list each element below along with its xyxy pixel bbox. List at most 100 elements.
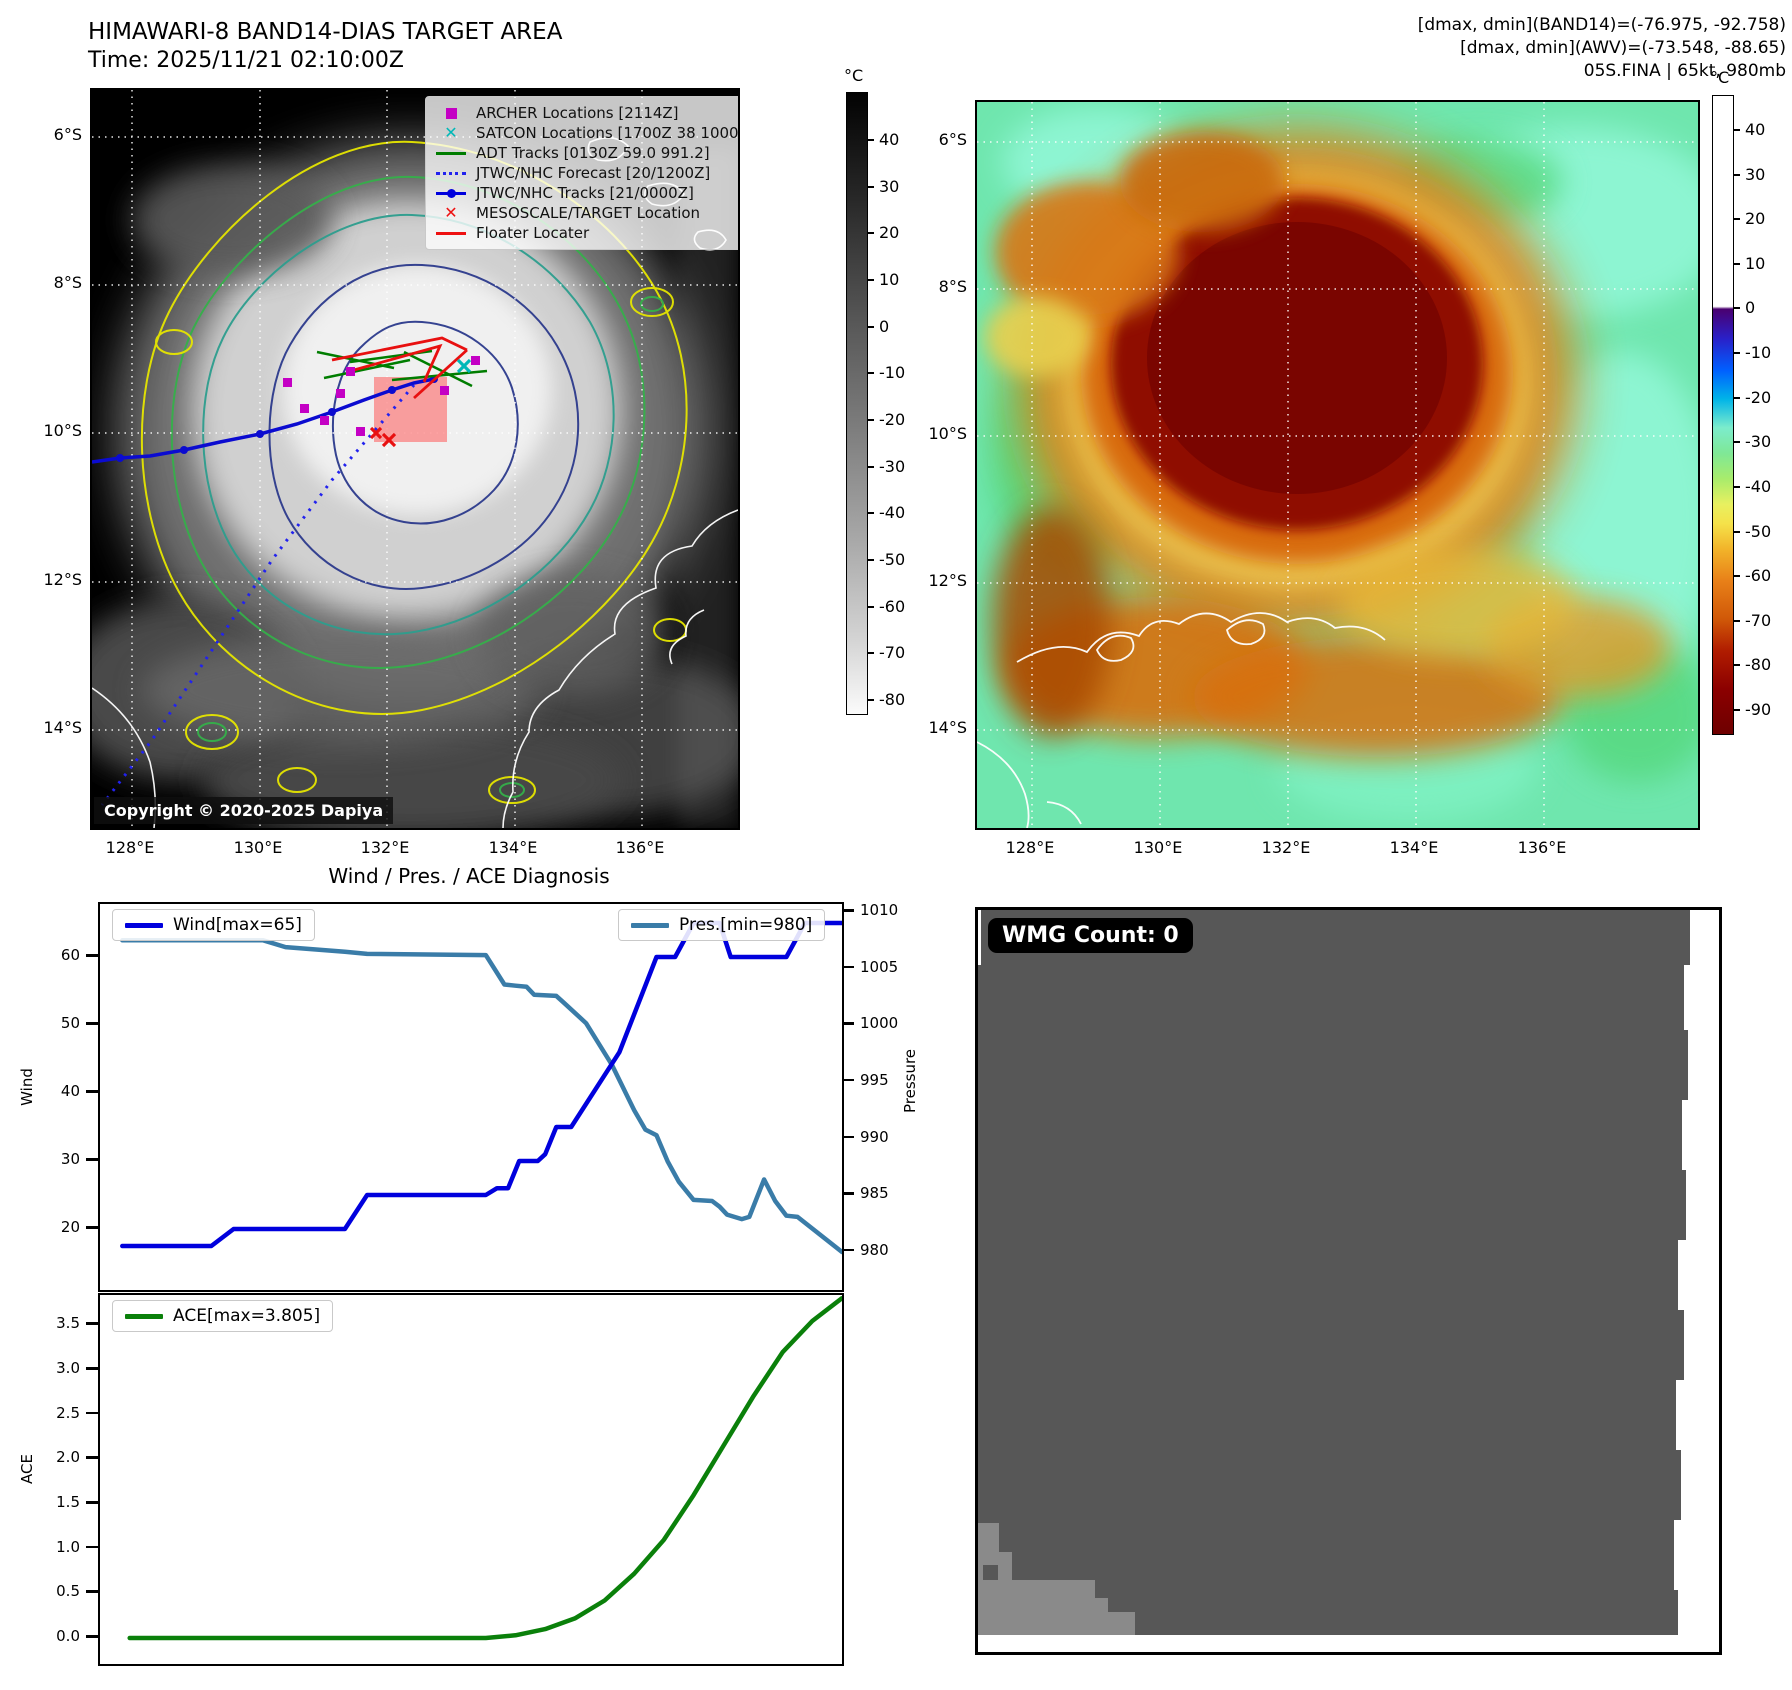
awv-satellite-map[interactable] xyxy=(975,100,1700,830)
ace-tick-0.0: 0.0 xyxy=(56,1627,80,1645)
jtwc-forecast-track xyxy=(100,384,416,806)
pres-tick-990: 990 xyxy=(860,1127,889,1146)
wind-tick-mark xyxy=(86,1022,98,1025)
x-swatch: ✕ xyxy=(444,203,458,222)
pres-tick-mark xyxy=(842,1022,854,1025)
pres-tick-1000: 1000 xyxy=(860,1014,899,1033)
dotted-marker-icon xyxy=(434,171,468,175)
right-lon-tick-130°E: 130°E xyxy=(1133,838,1183,857)
pres-tick-980: 980 xyxy=(860,1240,889,1259)
cb-tick--30: -30 xyxy=(1745,432,1772,452)
line-marker-icon xyxy=(434,231,468,235)
storm-id-intensity: 05S.FINA | 65kt, 980mb xyxy=(1583,60,1786,81)
cb-tick-mark xyxy=(1734,709,1740,711)
ace-tick-1.0: 1.0 xyxy=(56,1537,80,1556)
cb-tick-mark xyxy=(868,512,874,515)
right-lon-tick-128°E: 128°E xyxy=(1005,838,1055,857)
left-lat-tick-12°S: 12°S xyxy=(43,570,82,589)
ace-tick-3.5: 3.5 xyxy=(56,1314,80,1333)
wind-tick-mark xyxy=(86,1226,98,1229)
legend-label-0: ARCHER Locations [2114Z] xyxy=(476,104,679,122)
wind-legend-swatch xyxy=(125,922,163,928)
cb-tick--10: -10 xyxy=(1745,343,1772,363)
cb-tick-mark xyxy=(1734,173,1740,176)
right-lat-tick-6°S: 6°S xyxy=(938,130,967,149)
pres-tick-1005: 1005 xyxy=(860,957,899,976)
pres-legend-label: Pres.[min=980] xyxy=(679,915,813,935)
ace-tick-mark xyxy=(86,1411,98,1415)
cb-tick-mark xyxy=(1734,218,1740,221)
wind-tick-40: 40 xyxy=(60,1082,80,1100)
band14-satellite-map[interactable]: ARCHER Locations [2114Z] ✕ SATCON Location… xyxy=(90,88,740,830)
ace-tick-mark xyxy=(86,1322,98,1325)
archer-locations xyxy=(283,356,480,436)
cb-tick-mark xyxy=(868,325,874,328)
cb-tick-mark xyxy=(868,372,874,375)
dotted-line-swatch xyxy=(436,171,466,175)
line-marker-icon xyxy=(434,151,468,155)
pres-tick-985: 985 xyxy=(860,1184,889,1203)
cb-tick--70: -70 xyxy=(879,643,906,663)
left-lon-tick-134°E: 134°E xyxy=(488,838,538,857)
ace-tick-3.0: 3.0 xyxy=(56,1359,80,1378)
cb-tick--60: -60 xyxy=(879,596,906,616)
left-lat-tick-8°S: 8°S xyxy=(53,273,82,292)
pres-legend-swatch xyxy=(631,922,669,928)
cb-tick-0: 0 xyxy=(1745,298,1756,318)
line-dot-marker-icon xyxy=(434,188,468,198)
ace-chart[interactable] xyxy=(98,1293,844,1666)
wind-tick-mark xyxy=(86,1090,98,1093)
left-lat-tick-14°S: 14°S xyxy=(43,718,82,737)
ace-legend-label: ACE[max=3.805] xyxy=(173,1306,321,1326)
cb-tick--20: -20 xyxy=(1745,387,1772,407)
cb-tick-mark xyxy=(1734,664,1740,667)
cb-tick-20: 20 xyxy=(1745,209,1766,229)
pres-tick-1010: 1010 xyxy=(860,901,899,919)
ace-tick-mark xyxy=(86,1590,98,1593)
left-colorbar xyxy=(846,92,868,715)
line-swatch xyxy=(436,231,466,235)
line-dot-swatch-dot xyxy=(447,188,456,198)
cb-tick-mark xyxy=(1734,396,1740,399)
cb-tick-mark xyxy=(1734,441,1740,444)
legend-row-2: ADT Tracks [0130Z 59.0 991.2] xyxy=(434,143,738,163)
right-lon-tick-132°E: 132°E xyxy=(1261,838,1311,857)
wind-tick-60: 60 xyxy=(60,946,80,964)
pres-tick-mark xyxy=(842,965,854,969)
cb-tick-mark xyxy=(868,185,874,188)
floater-locater xyxy=(331,336,468,400)
cb-tick--80: -80 xyxy=(1745,655,1772,675)
cb-tick-mark xyxy=(868,139,874,141)
cb-tick-mark xyxy=(1734,485,1740,488)
cb-tick--30: -30 xyxy=(879,456,906,476)
cb-tick--20: -20 xyxy=(879,410,906,429)
right-lat-tick-10°S: 10°S xyxy=(928,424,967,443)
cb-tick-mark xyxy=(868,699,874,701)
copyright-box: Copyright © 2020-2025 Dapiya xyxy=(94,797,394,824)
cb-tick-mark xyxy=(868,559,874,561)
cb-tick--70: -70 xyxy=(1745,610,1772,630)
dmax-dmin-band14: [dmax, dmin](BAND14)=(-76.975, -92.758) xyxy=(1417,15,1786,35)
ace-tick-2.0: 2.0 xyxy=(56,1448,80,1467)
legend-row-6: Floater Locater xyxy=(434,223,738,243)
cb-tick-mark xyxy=(868,605,874,608)
right-lat-tick-12°S: 12°S xyxy=(928,571,967,590)
legend-label-6: Floater Locater xyxy=(476,224,590,242)
cb-tick-mark xyxy=(1734,575,1740,578)
mesoscale-target-box xyxy=(374,377,447,442)
pres-tick-mark xyxy=(842,909,854,912)
right-colorbar xyxy=(1712,95,1734,735)
ace-tick-1.5: 1.5 xyxy=(56,1493,80,1512)
ace-line xyxy=(127,1295,842,1641)
pres-tick-mark xyxy=(842,1192,854,1195)
ace-legend: ACE[max=3.805] xyxy=(112,1300,334,1332)
cb-tick-20: 20 xyxy=(879,223,900,243)
left-lon-tick-130°E: 130°E xyxy=(233,838,283,857)
line-swatch xyxy=(436,151,466,155)
wind-tick-30: 30 xyxy=(60,1150,80,1168)
left-map-title: HIMAWARI-8 BAND14-DIAS TARGET AREA xyxy=(88,19,563,45)
legend-row-5: ✕ MESOSCALE/TARGET Location xyxy=(434,203,738,223)
legend-label-4: JTWC/NHC Tracks [21/0000Z] xyxy=(476,184,694,202)
wmg-panel[interactable]: WMG Count: 0 xyxy=(975,907,1722,1655)
wind-pressure-chart[interactable] xyxy=(98,902,844,1292)
